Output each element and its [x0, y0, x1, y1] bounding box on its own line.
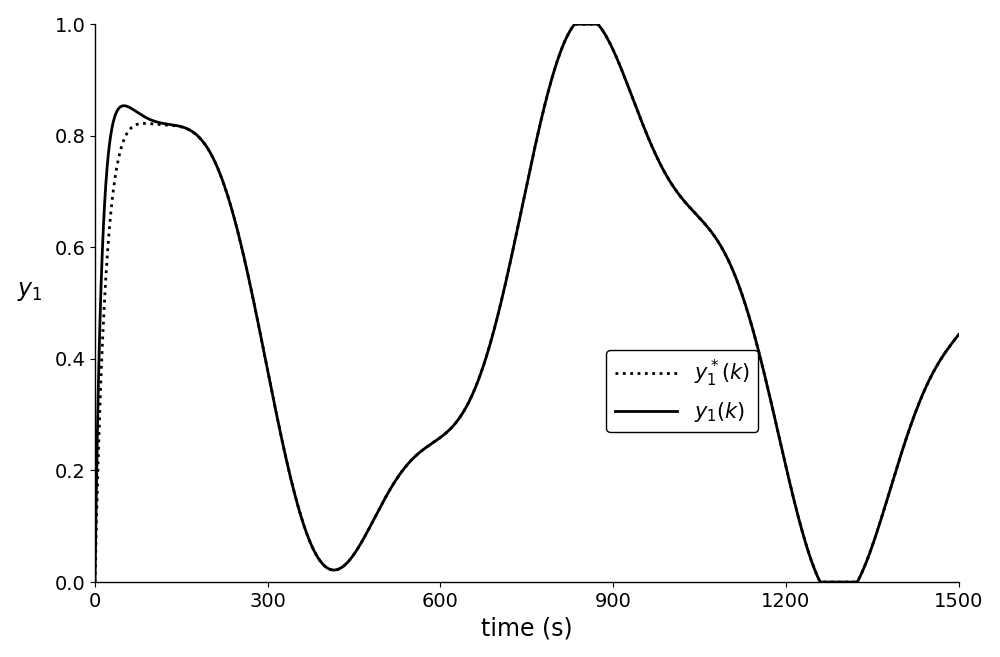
- $y_1(k)$: [953, 330, 965, 338]
- $y_1^*(k)$: [651, 153, 663, 161]
- $y_1(k)$: [651, 153, 663, 161]
- $y_1^*(k)$: [734, 284, 746, 292]
- $y_1^*(k)$: [953, 330, 965, 338]
- $y_1(k)$: [419, 444, 431, 452]
- $y_1(k)$: [246, 289, 258, 297]
- $y_1^*(k)$: [799, 538, 811, 546]
- $y_1^*(k)$: [569, 20, 581, 28]
- Legend: $y_1^*(k)$, $y_1(k)$: $y_1^*(k)$, $y_1(k)$: [606, 350, 758, 432]
- $y_1^*(k)$: [246, 289, 258, 297]
- $y_1(k)$: [799, 538, 811, 546]
- X-axis label: time (s): time (s): [481, 616, 573, 641]
- $y_1^*(k)$: [89, 578, 101, 586]
- $y_1(k)$: [734, 284, 746, 292]
- $y_1(k)$: [89, 578, 101, 586]
- $y_1^*(k)$: [419, 444, 431, 452]
- $y_1^*(k)$: [607, 46, 619, 54]
- Y-axis label: $y_1$: $y_1$: [17, 279, 42, 303]
- Line: $y_1^*(k)$: $y_1^*(k)$: [95, 24, 959, 582]
- $y_1(k)$: [607, 46, 619, 54]
- $y_1(k)$: [569, 20, 581, 28]
- Line: $y_1(k)$: $y_1(k)$: [95, 24, 959, 582]
